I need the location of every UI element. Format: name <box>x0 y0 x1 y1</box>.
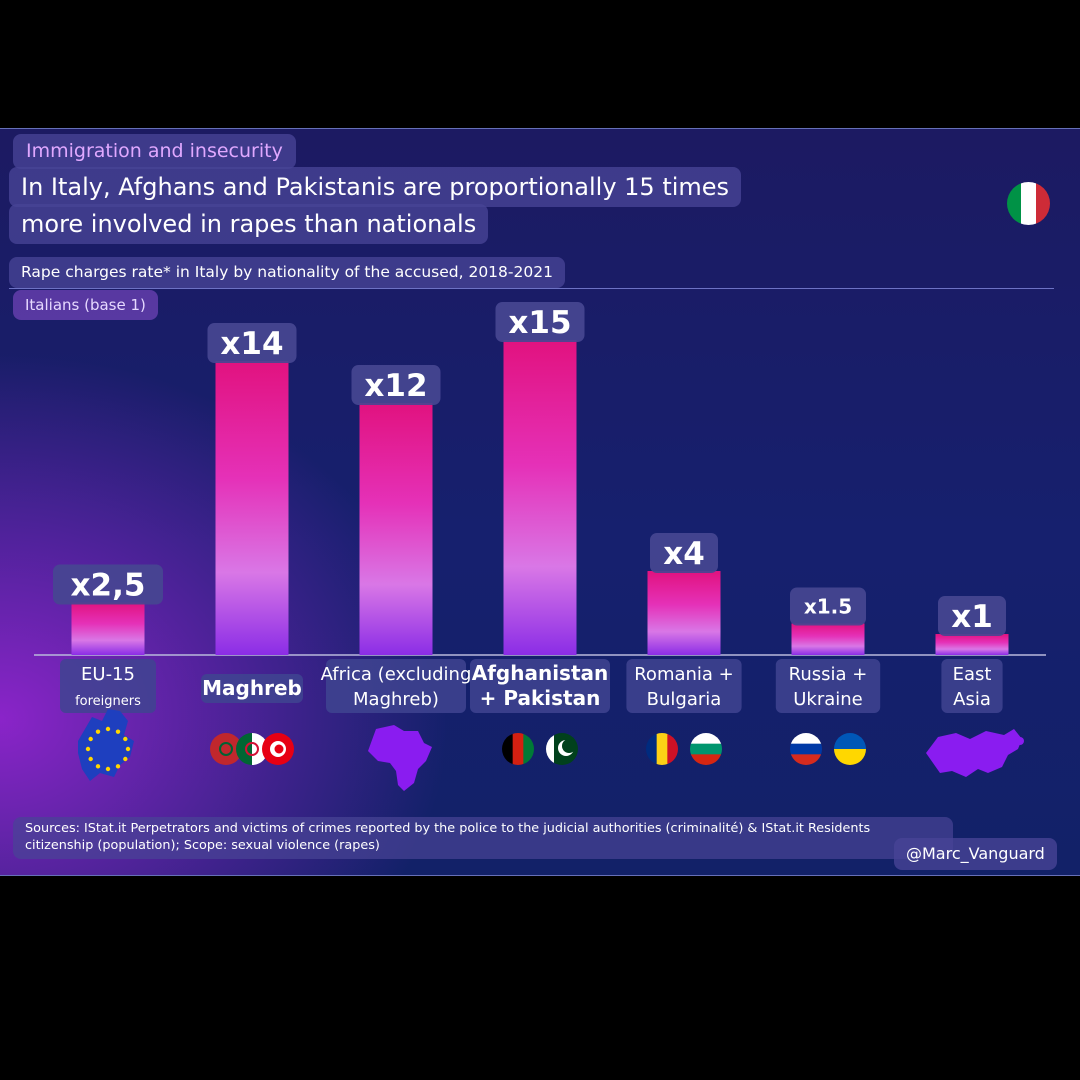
category-label-romania-bulgaria-line-1: Romania + <box>634 664 734 685</box>
base-note: Italians (base 1) <box>13 290 158 320</box>
italy-flag-red-stripe <box>1035 182 1050 225</box>
value-label-bg-eu-15-foreigners <box>53 564 163 605</box>
value-label-bg-russia-ukraine <box>790 587 866 626</box>
value-label-bg-maghreb <box>207 323 297 363</box>
category-label-bg-russia-ukraine <box>775 659 881 713</box>
value-label-east-asia: x1 <box>951 599 993 635</box>
bar-russia-ukraine <box>791 623 865 655</box>
italy-flag-icon <box>1007 182 1050 225</box>
value-label-romania-bulgaria: x4 <box>663 536 705 572</box>
category-label-russia-ukraine-line-2: Ukraine <box>793 689 863 710</box>
value-label-africa-excluding-maghreb: x12 <box>364 368 427 404</box>
category-label-afghanistan-pakistan-line-1: Afghanistan <box>472 661 609 685</box>
africa-map-icon <box>368 725 432 791</box>
category-label-bg-east-asia <box>941 659 1003 713</box>
category-label-africa-excluding-maghreb-line-2: Maghreb) <box>353 689 439 710</box>
bar-afghanistan-pakistan <box>503 340 577 655</box>
eu-flag-icon <box>78 709 134 781</box>
value-label-maghreb: x14 <box>220 326 283 362</box>
category-label-maghreb-line-1: Maghreb <box>202 676 302 700</box>
east-asia-map-icon <box>926 729 1024 777</box>
value-label-eu-15-foreigners: x2,5 <box>71 568 146 604</box>
romania-bulgaria-flags-icon <box>646 733 722 765</box>
russia-ukraine-flags-icon <box>790 733 866 765</box>
italy-flag-green-stripe <box>1007 182 1022 225</box>
bar-africa-excluding-maghreb <box>359 403 433 655</box>
title-line-2: more involved in rapes than nationals <box>9 204 489 244</box>
bar-romania-bulgaria <box>647 571 721 655</box>
afghanistan-pakistan-flags-icon <box>502 733 578 765</box>
value-label-russia-ukraine: x1.5 <box>804 595 852 619</box>
title-line-1: In Italy, Afghans and Pakistanis are pro… <box>9 167 742 207</box>
italy-flag-white-stripe <box>1021 182 1036 225</box>
maghreb-flags-icon <box>210 733 294 765</box>
bar-chart: x2,5 x14 x12 x15 x4 x1.5 x1 EU-15 foreigners Mag… <box>34 302 1046 791</box>
bar-maghreb <box>215 361 289 655</box>
category-label-romania-bulgaria-line-2: Bulgaria <box>647 689 722 710</box>
category-label-bg-afghanistan-pakistan <box>470 659 610 713</box>
category-label-afghanistan-pakistan-line-2: + Pakistan <box>480 686 601 710</box>
author-handle: @Marc_Vanguard <box>894 838 1057 870</box>
value-label-afghanistan-pakistan: x15 <box>508 305 571 341</box>
infographic-card: x2,5 x14 x12 x15 x4 x1.5 x1 EU-15 foreigners Mag… <box>0 128 1080 876</box>
category-label-africa-excluding-maghreb-line-1: Africa (excluding <box>321 664 472 685</box>
value-label-bg-afghanistan-pakistan <box>495 302 585 342</box>
value-label-bg-romania-bulgaria <box>650 533 718 573</box>
category-label-bg-romania-bulgaria <box>626 659 742 713</box>
bar-eu-15-foreigners <box>71 602 145 655</box>
category-label-eu-15-foreigners-line-1: EU-15 <box>81 664 135 685</box>
value-label-bg-africa-excluding-maghreb <box>351 365 441 405</box>
category-label-russia-ukraine-line-1: Russia + <box>789 664 868 685</box>
chart-subtitle: Rape charges rate* in Italy by nationali… <box>9 257 565 288</box>
kicker-label: Immigration and insecurity <box>13 134 296 169</box>
value-label-bg-east-asia <box>938 596 1006 636</box>
category-label-east-asia-line-2: Asia <box>953 689 991 710</box>
bar-east-asia <box>935 634 1009 655</box>
header-divider <box>9 288 1054 289</box>
category-label-bg-africa-excluding-maghreb <box>326 659 466 713</box>
category-label-eu-15-foreigners-line-2: foreigners <box>75 694 141 709</box>
category-label-east-asia-line-1: East <box>953 664 992 685</box>
category-label-bg-eu-15-foreigners <box>60 659 156 713</box>
sources-note: Sources: IStat.it Perpetrators and victi… <box>13 817 953 859</box>
category-label-bg-maghreb <box>201 674 303 703</box>
